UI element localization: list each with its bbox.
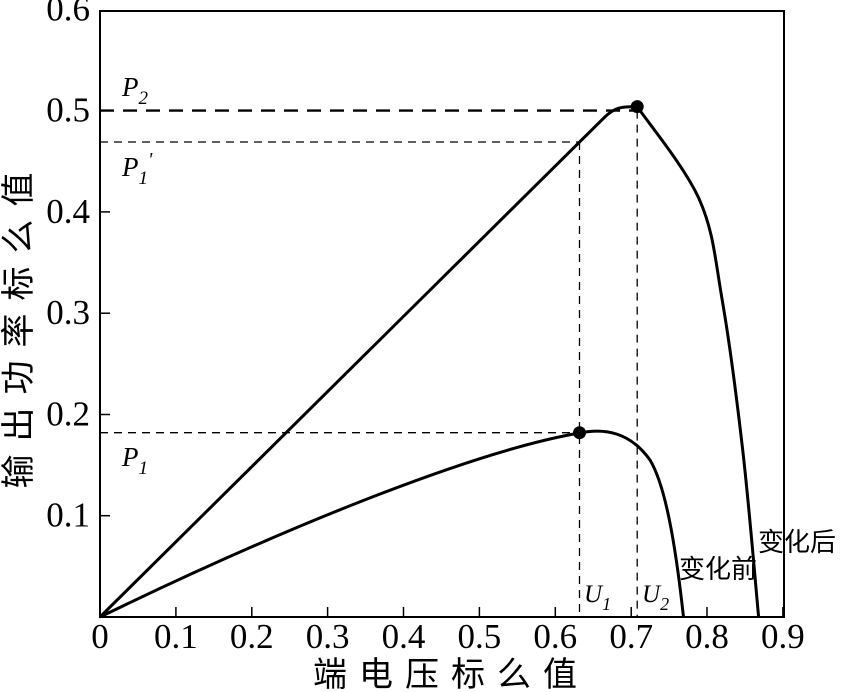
svg-text:0.6: 0.6 (46, 0, 90, 28)
svg-text:0.5: 0.5 (46, 91, 90, 130)
svg-text:0.3: 0.3 (46, 293, 90, 332)
svg-text:P1: P1 (121, 442, 148, 479)
svg-text:U2: U2 (642, 581, 669, 614)
svg-text:0: 0 (91, 617, 109, 656)
svg-text:变化后: 变化后 (758, 527, 836, 557)
svg-text:0.6: 0.6 (533, 617, 577, 656)
svg-text:0.8: 0.8 (685, 617, 729, 656)
svg-text:输出功率标么值: 输出功率标么值 (0, 160, 38, 489)
svg-text:0.3: 0.3 (306, 617, 350, 656)
svg-text:P2: P2 (121, 72, 149, 109)
svg-text:0.5: 0.5 (458, 617, 502, 656)
svg-text:0.7: 0.7 (609, 617, 653, 656)
svg-text:0.4: 0.4 (382, 617, 426, 656)
svg-text:0.4: 0.4 (46, 192, 90, 231)
svg-text:U1: U1 (584, 581, 611, 614)
svg-text:0.1: 0.1 (46, 496, 90, 535)
svg-text:端电压标么值: 端电压标么值 (313, 656, 589, 692)
svg-text:0.1: 0.1 (154, 617, 198, 656)
svg-text:变化前: 变化前 (679, 554, 757, 584)
svg-text:0.2: 0.2 (46, 395, 90, 434)
svg-text:P1': P1' (121, 149, 153, 189)
svg-text:0.9: 0.9 (761, 617, 805, 656)
svg-text:0.2: 0.2 (230, 617, 274, 656)
